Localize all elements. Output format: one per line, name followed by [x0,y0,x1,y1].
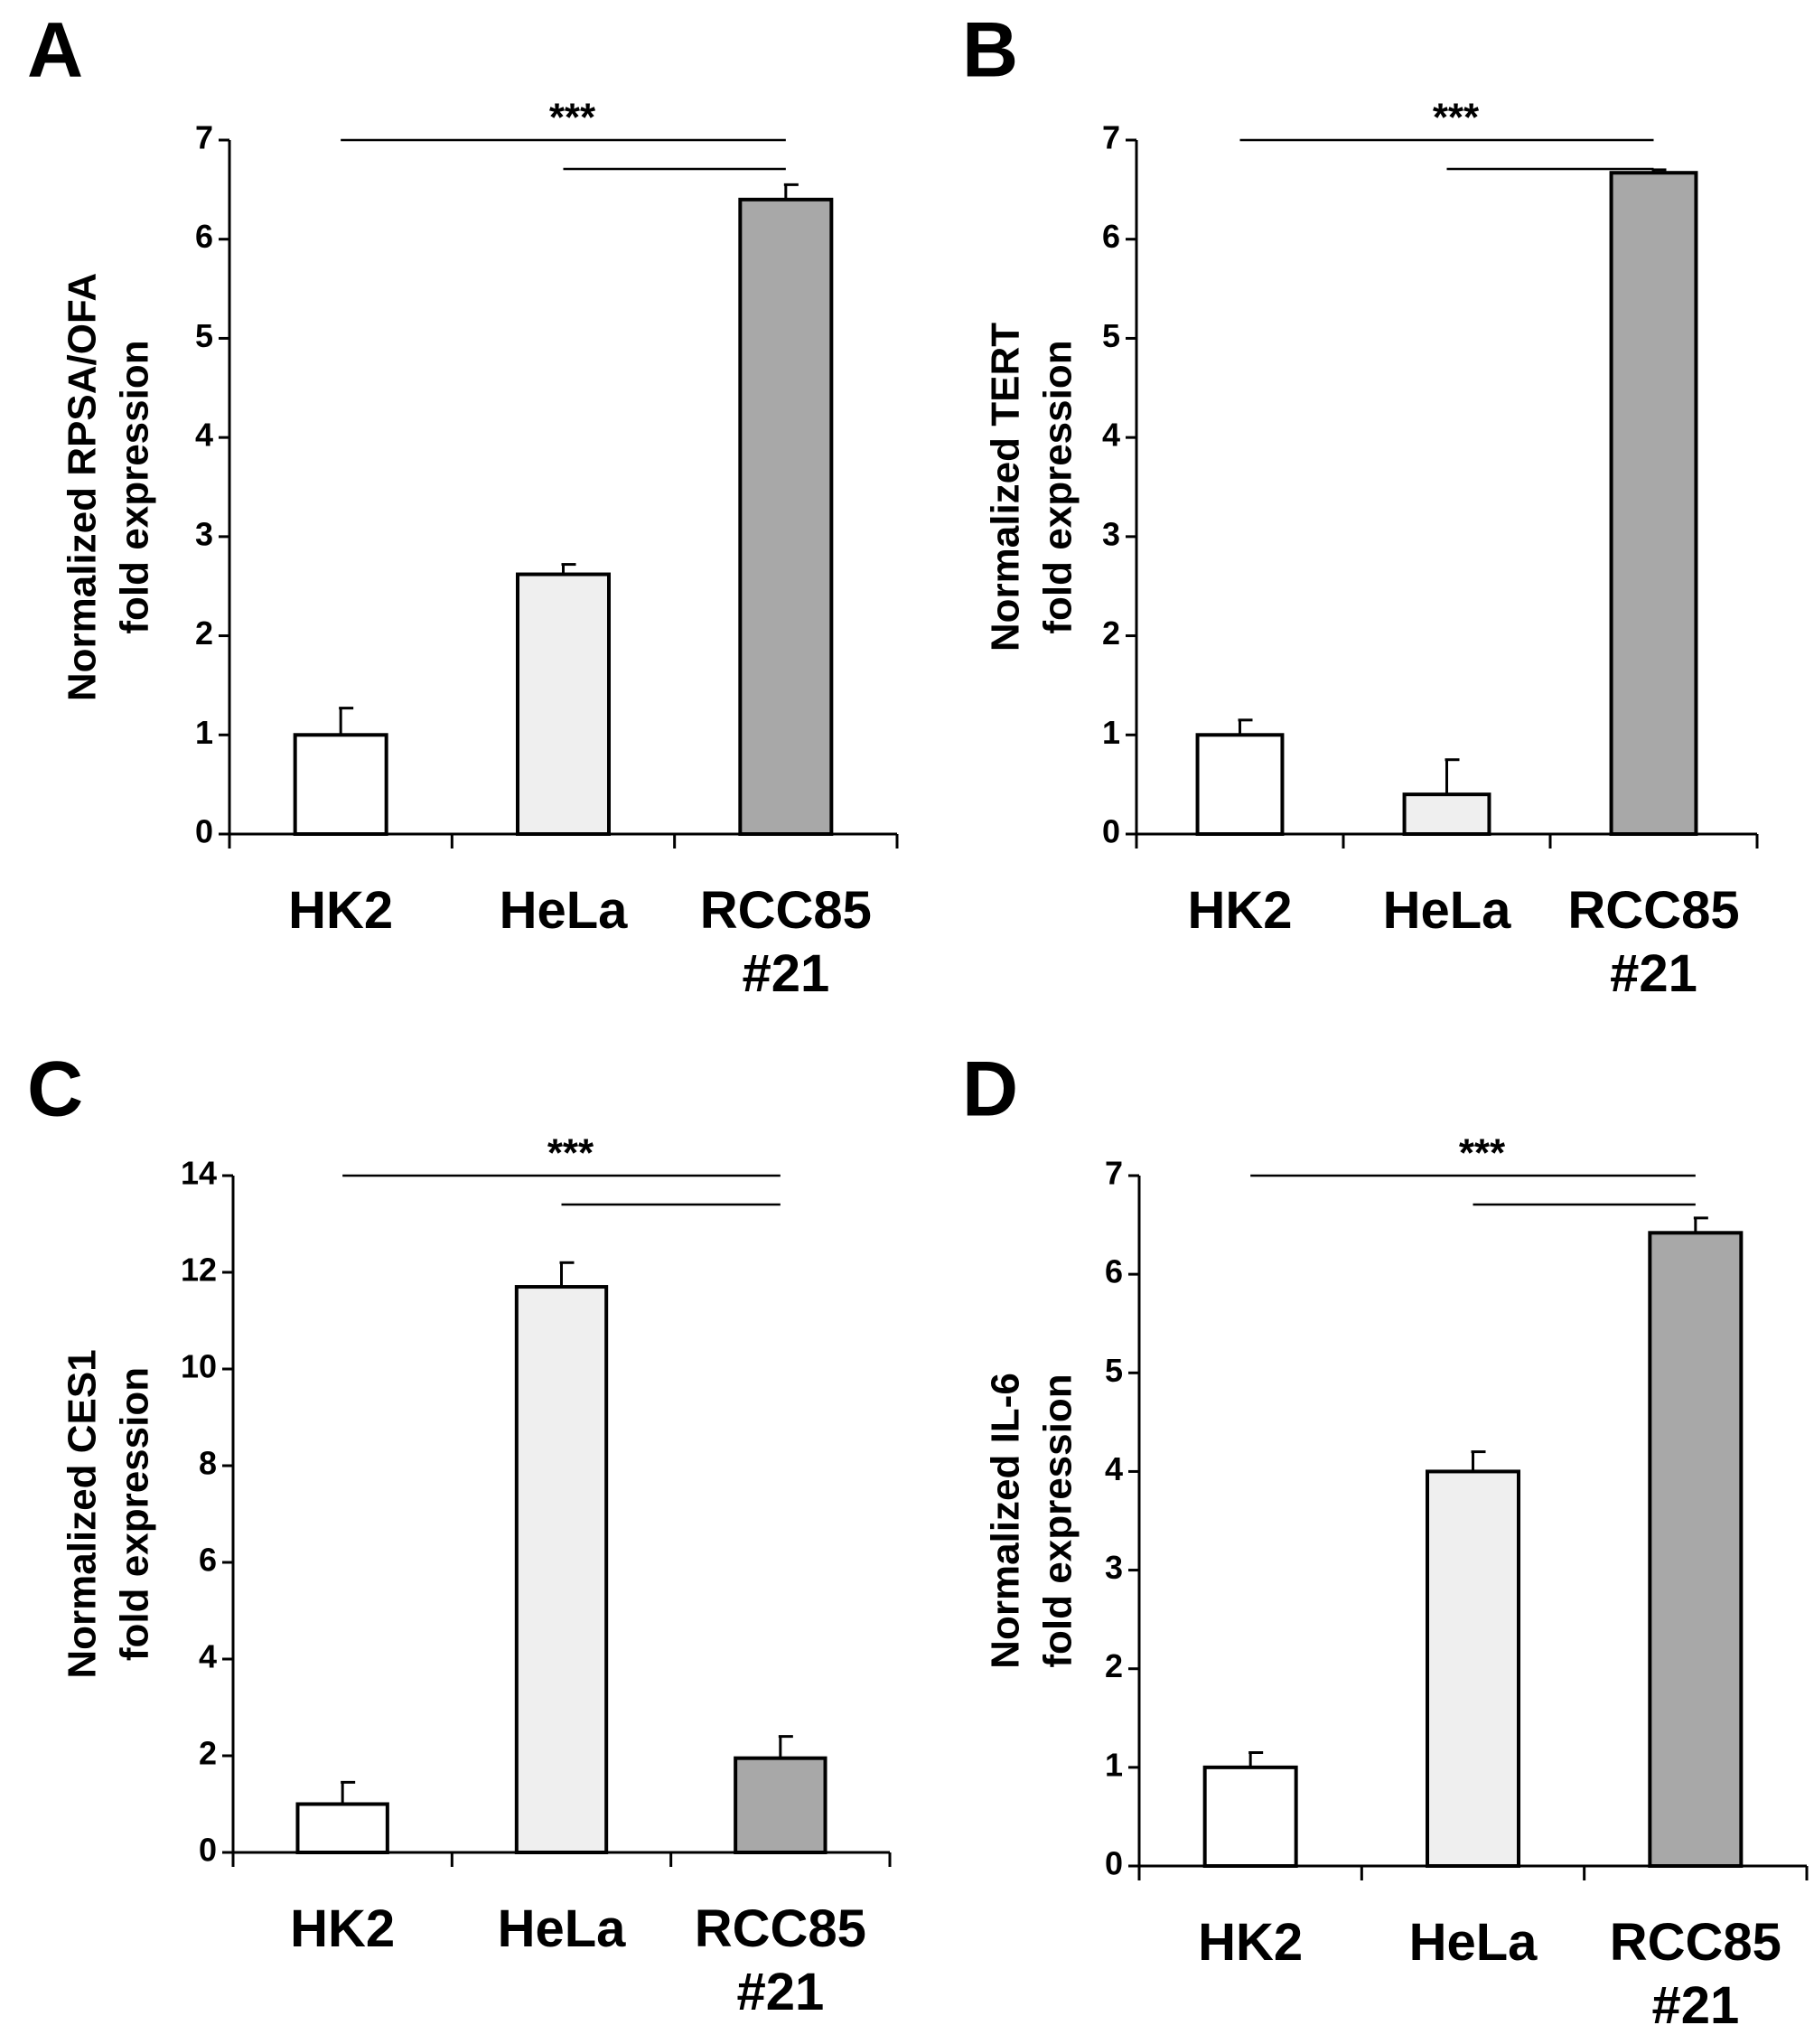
x-tick-label: HeLa [1408,1913,1538,1972]
y-axis-label: fold expression [113,340,157,633]
bar [516,572,611,836]
y-tick-label: 7 [195,119,213,156]
y-tick-label: 2 [1102,614,1120,652]
y-tick-label: 12 [181,1252,217,1289]
y-tick-label: 4 [1102,417,1120,454]
y-tick-label: 7 [1105,1155,1123,1192]
bar [734,1756,828,1855]
y-tick-label: 6 [199,1542,217,1579]
error-bar [783,183,799,200]
x-tick-label: HeLa [1382,881,1511,940]
significance-label: *** [549,96,596,140]
x-tick-label: RCC85 #21 [694,1899,866,2021]
y-tick-label: 4 [199,1638,217,1675]
x-tick-label: HeLa [497,1899,626,1958]
error-bar [1651,168,1667,173]
error-bar [1248,1750,1264,1767]
y-tick-label: 2 [199,1735,217,1772]
x-tick-label: HK2 [288,881,394,940]
bar [1609,171,1698,837]
x-tick-label: RCC85 #21 [1609,1913,1781,2035]
panel-letter: B [962,7,1018,94]
y-tick-label: 3 [195,515,213,552]
y-axis-label: Normalized RPSA/OFA [61,273,105,701]
x-tick-label: HK2 [1198,1913,1304,1972]
error-bar [1471,1450,1486,1472]
y-tick-label: 0 [195,813,213,850]
bar [738,197,834,837]
y-tick-label: 14 [181,1155,217,1192]
error-bar [1693,1216,1708,1233]
y-tick-label: 0 [1102,813,1120,850]
y-axis-label: Normalized TERT [984,323,1028,652]
error-bar [1445,758,1460,795]
y-tick-label: 5 [1105,1352,1123,1389]
y-axis-label: fold expression [113,1367,157,1661]
panel-letter: C [27,1046,83,1133]
y-tick-label: 10 [181,1348,217,1385]
x-tick-label: HK2 [290,1899,396,1958]
bar [1195,733,1285,836]
y-tick-label: 1 [195,714,213,751]
x-tick-label: HeLa [499,881,628,940]
error-bar [778,1735,793,1758]
x-tick-label: HK2 [1187,881,1293,940]
y-tick-label: 7 [1102,119,1120,156]
y-tick-label: 4 [1105,1450,1123,1487]
y-tick-label: 1 [1102,714,1120,751]
error-bar [1238,718,1253,736]
y-tick-label: 2 [1105,1647,1123,1684]
y-tick-label: 1 [1105,1746,1123,1783]
y-tick-label: 5 [195,317,213,354]
panel-letter: A [27,7,83,94]
error-bar [559,1261,575,1288]
bar [1648,1231,1744,1868]
y-tick-label: 6 [1102,218,1120,255]
y-axis-label: fold expression [1036,340,1080,633]
significance-label: *** [547,1131,594,1176]
bar [1426,1469,1520,1869]
bar [1202,1765,1298,1869]
error-bar [341,1780,356,1805]
y-tick-label: 3 [1105,1549,1123,1586]
error-bar [561,563,576,575]
bar [293,733,388,836]
error-bar [339,707,354,736]
significance-label: *** [1433,96,1480,140]
bar [295,1802,389,1854]
panel-letter: D [962,1046,1018,1133]
y-tick-label: 0 [199,1832,217,1869]
y-tick-label: 6 [1105,1253,1123,1290]
y-tick-label: 2 [195,614,213,652]
y-axis-label: Normalized CES1 [61,1349,105,1678]
x-tick-label: RCC85 #21 [1567,881,1740,1003]
y-tick-label: 4 [195,417,213,454]
y-tick-label: 0 [1105,1845,1123,1882]
y-axis-label: fold expression [1036,1374,1080,1667]
bar [514,1285,609,1855]
y-tick-label: 8 [199,1445,217,1482]
y-tick-label: 3 [1102,515,1120,552]
y-tick-label: 5 [1102,317,1120,354]
x-tick-label: RCC85 #21 [699,881,872,1003]
y-tick-label: 6 [195,218,213,255]
bar [1402,792,1491,836]
y-axis-label: Normalized IL-6 [984,1373,1028,1669]
significance-label: *** [1459,1131,1506,1176]
